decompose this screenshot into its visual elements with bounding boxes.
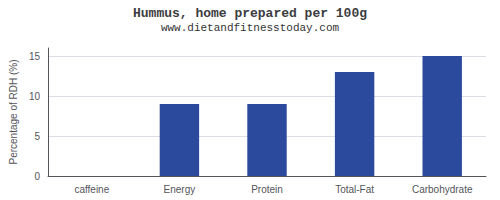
svg-text:15: 15 bbox=[29, 51, 41, 62]
svg-text:5: 5 bbox=[34, 131, 40, 142]
svg-text:10: 10 bbox=[29, 91, 41, 102]
svg-text:0: 0 bbox=[34, 171, 40, 182]
svg-text:Protein: Protein bbox=[251, 184, 283, 195]
svg-text:Total-Fat: Total-Fat bbox=[335, 184, 374, 195]
svg-text:Hummus, home prepared per 100g: Hummus, home prepared per 100g bbox=[133, 6, 367, 21]
svg-text:caffeine: caffeine bbox=[74, 184, 109, 195]
svg-text:Energy: Energy bbox=[164, 184, 196, 195]
svg-text:www.dietandfitnesstoday.com: www.dietandfitnesstoday.com bbox=[161, 22, 340, 34]
svg-text:Carbohydrate: Carbohydrate bbox=[412, 184, 473, 195]
svg-text:Percentage of RDH (%): Percentage of RDH (%) bbox=[8, 59, 19, 164]
